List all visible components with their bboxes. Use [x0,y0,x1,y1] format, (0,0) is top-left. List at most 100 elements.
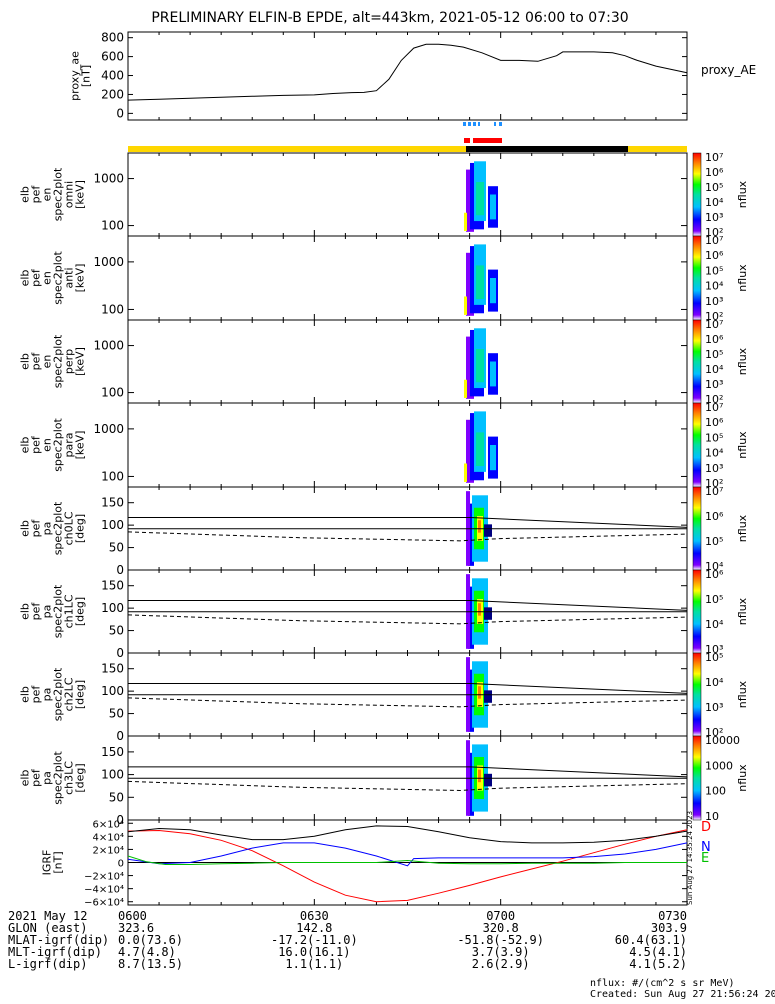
energy-panel-3-ylabel-line: [keV] [74,431,87,460]
footer-value: 8.7(13.5) [118,957,183,971]
energy-panel-1-cbar-tick: 10⁶ [705,249,724,262]
energy-panel-2-spectrum-cell [476,349,484,383]
pa-panel-2-cbar-tick: 10³ [705,701,723,714]
footer-value: 1.1(1.1) [285,957,343,971]
pa-panel-3-cbar-tick: 1000 [705,759,733,772]
energy-panel-2-ylabel-line: elb [19,353,32,370]
pa-panel-2-ytick-label: 100 [101,684,124,698]
energy-panel-2-cbar-tick: 10² [705,393,723,406]
pa-panel-2-spectrum-cell [468,669,474,732]
energy-panel-1-ylabel-line: pef [30,268,43,287]
footer-value: 2.6(2.9) [472,957,530,971]
pa-panel-2-ytick-label: 150 [101,662,124,676]
energy-panel-2-frame [127,319,688,404]
energy-panel-0-ylabel-line: elb [19,186,32,203]
pa-panel-3-ylabel-line: [deg] [74,763,87,792]
pa-panel-0-cbar-label-g: nflux [736,514,749,542]
energy-panel-3-ylabel-line: spec2plot [52,418,65,472]
flag-blue-dash [468,122,471,126]
footer-value: 320.8 [483,921,519,935]
pa-panel-3-cbar-tick: 100 [705,785,726,798]
flag-red-segment [464,138,470,143]
energy-panel-2-spectrum-cell [464,379,467,399]
proxy-ae-panel-ytick-label: 0 [116,106,124,120]
pa-panel-1-cbar-tick: 10⁴ [705,618,724,631]
energy-panel-0-spectrum-cell [490,194,496,220]
energy-panel-3-cbar-tick: 10⁷ [705,401,723,414]
pa-panel-1-spectrum-cell [478,603,481,616]
igrf-series-1 [127,842,688,867]
footer-value: 4.7(4.8) [118,945,176,959]
energy-panel-1-spectrum-cell [490,278,496,304]
footer-value: -51.8(-52.9) [457,933,544,947]
flag-blue-dash [494,122,496,126]
energy-panel-3-cbar-tick: 10⁶ [705,416,724,429]
proxy-ae-panel-ytick-label: 400 [101,69,124,83]
pa-panel-1-cbar-label: nflux [736,597,749,625]
pa-panel-0-ylabel-line: [deg] [74,514,87,543]
pa-panel-1-loss-cone-upper [128,600,688,611]
pa-panel-0-cbar-label: nflux [736,514,749,542]
proxy-ae-panel-ytick-label: 200 [101,87,124,101]
energy-panel-0-cbar-label-g: nflux [736,180,749,208]
energy-panel-2-ytick-label: 100 [101,386,124,400]
energy-panel-1-ytick-label: 1000 [93,255,124,269]
energy-panel-3-cbar-tick: 10⁵ [705,431,723,444]
energy-panel-0-spectrum-cell [464,212,467,232]
pa-panel-0-ylabel-line: spec2plot [52,501,65,555]
footer-value: 4.1(5.2) [629,957,687,971]
pa-panel-3-spectrum-cell [478,769,481,783]
energy-panel-0-cbar-tick: 10⁵ [705,181,723,194]
energy-panel-3-ytick-label: 1000 [93,422,124,436]
pa-panel-3-spectrum-cell [468,752,474,816]
energy-panel-1-colorbar [692,235,702,321]
pa-panel-0-loss-cone-dashed [127,531,688,542]
units-note: nflux: #/(cm^2 s sr MeV) [590,978,735,989]
energy-panel-3-ylabel-line: pef [30,435,43,454]
plot-title: PRELIMINARY ELFIN-B EPDE, alt=443km, 202… [151,10,628,26]
energy-panel-1-cbar-tick: 10⁷ [705,234,723,247]
pa-panel-2-ylabel-line: elb [19,686,32,703]
pa-panel-1-ytick-label: 50 [109,624,124,638]
energy-panel-3-cbar-label: nflux [736,431,749,459]
energy-panel-2-ylabel-line: spec2plot [52,334,65,388]
pa-panel-0-cbar-tick: 10⁵ [705,535,723,548]
igrf-panel-ytick-label: 4×10⁴ [93,832,124,843]
flag-blue-dash [499,122,502,126]
pa-panel-1-cbar-tick: 10⁶ [705,568,724,581]
igrf-series-3 [127,825,688,844]
igrf-panel-ytick-label: −4×10⁴ [84,885,124,896]
pa-panel-0-ytick-label: 0 [116,563,124,577]
energy-panel-1-cbar-tick: 10⁴ [705,280,724,293]
igrf-legend-N: N [701,840,711,855]
footer-value: 16.0(16.1) [278,945,350,959]
energy-panel-0-frame [127,152,688,237]
pa-panel-0-ylabel-line: pef [30,519,43,538]
footer-value: 0730 [658,909,687,923]
proxy-ae-panel-ylabel-line: proxy_ae [69,51,82,101]
pa-panel-2-ylabel-line: [deg] [74,680,87,709]
energy-panel-1-spectrum-cell [464,296,467,315]
energy-panel-2-cbar-tick: 10³ [705,378,723,391]
pa-panel-2-cbar-tick: 10² [705,726,723,739]
pa-panel-0-ylabel-line: ch0LC [63,511,76,545]
pa-panel-0-cbar-tick: 10⁷ [705,485,723,498]
pa-panel-3-ylabel-line: pa [41,771,54,785]
pa-panel-1-spectrum-cell [484,607,492,620]
pa-panel-0-ytick-label: 50 [109,541,124,555]
igrf-panel-ytick-label: 6×10⁴ [93,819,124,830]
energy-panel-2-ytick-label: 1000 [93,339,124,353]
pa-panel-1-ytick-label: 0 [116,646,124,660]
pa-panel-3-ytick-label: 150 [101,745,124,759]
energy-panel-0-ytick-label: 100 [101,219,124,233]
footer-label-4: L-igrf(dip) [8,957,88,971]
